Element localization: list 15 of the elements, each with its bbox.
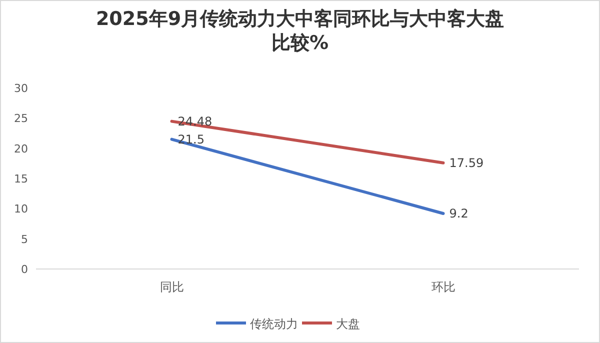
chart-title: 2025年9月传统动力大中客同环比与大中客大盘比较%: [94, 7, 506, 55]
x-tick-label: 环比: [431, 280, 456, 294]
x-tick-label: 同比: [160, 280, 184, 294]
y-tick-label: 20: [14, 142, 28, 156]
y-tick-label: 25: [14, 112, 28, 126]
y-tick-label: 15: [14, 172, 28, 186]
y-tick-label: 10: [14, 202, 28, 216]
y-tick-label: 5: [21, 232, 28, 246]
y-tick-label: 30: [14, 82, 28, 95]
y-tick-label: 0: [21, 263, 28, 276]
data-label: 17.59: [449, 156, 484, 170]
data-label: 9.2: [449, 206, 468, 220]
data-label: 21.5: [178, 132, 204, 146]
legend-label: 大盘: [336, 317, 360, 331]
legend-label: 传统动力: [250, 317, 298, 331]
